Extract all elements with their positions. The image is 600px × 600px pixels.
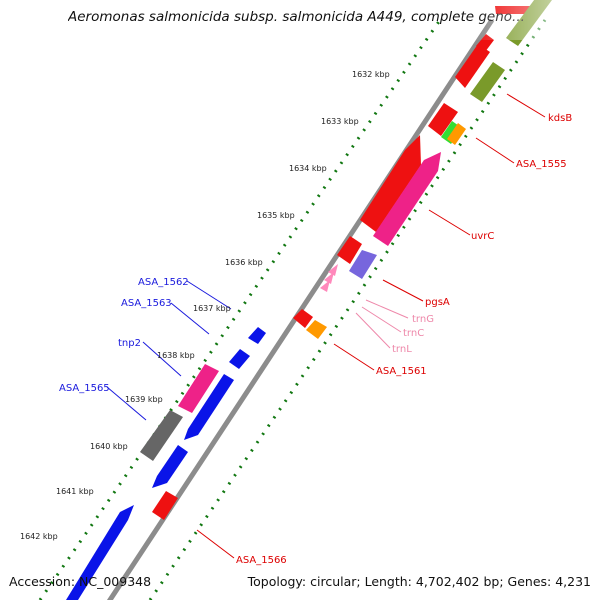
gene-arrow[interactable] <box>306 320 327 339</box>
gene-arrow[interactable] <box>152 445 188 488</box>
inner-scale-ring <box>148 19 547 600</box>
trna-arrow[interactable] <box>328 264 338 276</box>
gene-labels-right: kdsB ASA_1555 uvrC pgsA trnG trnC trnL A… <box>236 113 572 566</box>
outer-scale-ring <box>38 19 442 600</box>
gene-arrow[interactable] <box>428 103 458 136</box>
leader-lines <box>106 93 546 559</box>
scale-label: 1636 kbp <box>225 258 263 267</box>
title-fade-overlay <box>470 0 600 40</box>
scale-label: 1638 kbp <box>157 351 195 360</box>
gene-label-asa-1565[interactable]: ASA_1565 <box>59 383 110 394</box>
gene-labels-left: ASA_1562 ASA_1563 tnp2 ASA_1565 <box>59 277 189 394</box>
gene-label-trnG[interactable]: trnG <box>412 314 434 325</box>
scale-label: 1637 kbp <box>193 304 231 313</box>
gene-arrow[interactable] <box>248 327 266 344</box>
topology-summary: Topology: circular; Length: 4,702,402 bp… <box>247 574 591 589</box>
scale-label: 1635 kbp <box>257 211 295 220</box>
gene-arrow[interactable] <box>66 505 134 600</box>
accession-text: Accession: NC_009348 <box>9 574 152 589</box>
gene-arrow[interactable] <box>178 364 219 413</box>
gene-arrow[interactable] <box>447 123 466 145</box>
gene-arrow[interactable] <box>184 374 234 440</box>
trna-arrow[interactable] <box>320 280 330 292</box>
scale-label: 1640 kbp <box>90 442 128 451</box>
gene-label-asa-1562[interactable]: ASA_1562 <box>138 277 189 288</box>
gene-label-asa-1566[interactable]: ASA_1566 <box>236 555 287 566</box>
gene-arrow[interactable] <box>349 250 377 279</box>
map-title: Aeromonas salmonicida subsp. salmonicida… <box>68 9 525 25</box>
gene-arrow[interactable] <box>470 62 505 102</box>
scale-label: 1632 kbp <box>352 70 390 79</box>
gene-arrow[interactable] <box>373 152 441 246</box>
gene-label-trnL[interactable]: trnL <box>392 344 412 355</box>
scale-label: 1642 kbp <box>20 532 58 541</box>
gene-label-pgsA[interactable]: pgsA <box>425 297 450 308</box>
gene-label-kdsB[interactable]: kdsB <box>548 113 572 124</box>
scale-label: 1634 kbp <box>289 164 327 173</box>
gene-label-tnp2[interactable]: tnp2 <box>118 338 141 349</box>
gene-label-asa-1563[interactable]: ASA_1563 <box>121 298 172 309</box>
gene-label-trnC[interactable]: trnC <box>403 328 424 339</box>
gene-label-uvrC[interactable]: uvrC <box>471 231 494 242</box>
gene-arrow[interactable] <box>152 491 178 520</box>
scale-label: 1641 kbp <box>56 487 94 496</box>
gene-arrow[interactable] <box>229 349 250 369</box>
scale-label: 1633 kbp <box>321 117 359 126</box>
gene-arrow[interactable] <box>293 309 313 328</box>
gene-arrow[interactable] <box>360 135 421 232</box>
gene-arrow[interactable] <box>140 410 183 461</box>
trna-arrow[interactable] <box>324 272 334 284</box>
reverse-strand-genes <box>66 327 266 600</box>
gene-arrow[interactable] <box>455 44 490 88</box>
gene-label-asa-1561[interactable]: ASA_1561 <box>376 366 427 377</box>
scale-label: 1639 kbp <box>125 395 163 404</box>
gene-arrow[interactable] <box>337 236 362 264</box>
scale-labels: 1632 kbp 1633 kbp 1634 kbp 1635 kbp 1636… <box>20 70 390 541</box>
gene-label-asa-1555[interactable]: ASA_1555 <box>516 159 567 170</box>
